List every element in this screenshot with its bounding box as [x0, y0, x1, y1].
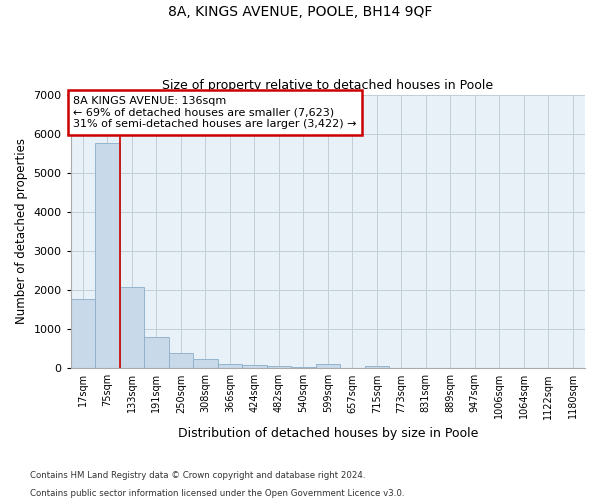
Bar	[242, 365, 266, 368]
Bar	[266, 366, 291, 368]
Bar	[316, 364, 340, 368]
Bar	[119, 287, 144, 368]
Bar	[193, 358, 218, 368]
Text: 8A KINGS AVENUE: 136sqm
← 69% of detached houses are smaller (7,623)
31% of semi: 8A KINGS AVENUE: 136sqm ← 69% of detache…	[73, 96, 357, 129]
X-axis label: Distribution of detached houses by size in Poole: Distribution of detached houses by size …	[178, 427, 478, 440]
Bar	[291, 366, 316, 368]
Bar	[365, 366, 389, 368]
Title: Size of property relative to detached houses in Poole: Size of property relative to detached ho…	[162, 79, 493, 92]
Bar	[218, 364, 242, 368]
Text: Contains HM Land Registry data © Crown copyright and database right 2024.: Contains HM Land Registry data © Crown c…	[30, 471, 365, 480]
Text: Contains public sector information licensed under the Open Government Licence v3: Contains public sector information licen…	[30, 488, 404, 498]
Text: 8A, KINGS AVENUE, POOLE, BH14 9QF: 8A, KINGS AVENUE, POOLE, BH14 9QF	[168, 5, 432, 19]
Y-axis label: Number of detached properties: Number of detached properties	[15, 138, 28, 324]
Bar	[169, 354, 193, 368]
Bar	[71, 298, 95, 368]
Bar	[144, 336, 169, 368]
Bar	[95, 144, 119, 368]
